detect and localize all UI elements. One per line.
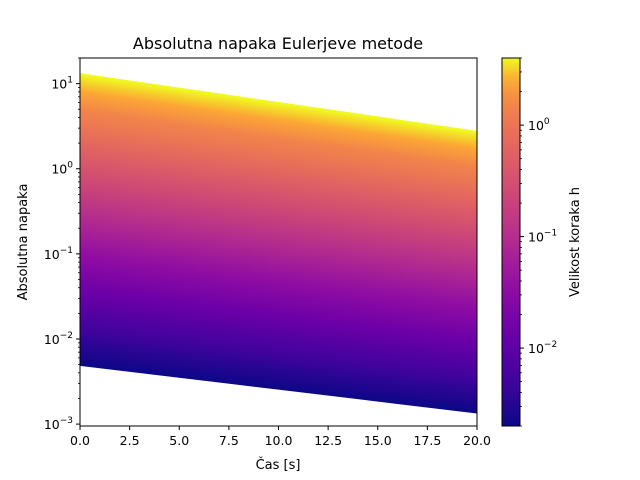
y-tick-label: 10−1 — [44, 246, 73, 262]
colorbar-tick-label: 100 — [528, 117, 550, 133]
colorbar-tick-label: 10−1 — [528, 229, 557, 245]
plot-series-group — [80, 73, 477, 414]
x-tick-label: 0.0 — [70, 433, 90, 448]
x-tick-label: 5.0 — [169, 433, 189, 448]
chart-title: Absolutna napaka Eulerjeve metode — [133, 34, 423, 53]
y-axis-label: Absolutna napaka — [16, 184, 31, 301]
x-axis: 0.0 2.5 5.0 7.5 10.0 12.5 15.0 17.5 20.0 — [70, 426, 491, 448]
series-line — [80, 73, 477, 133]
colorbar — [501, 57, 521, 427]
colorbar-axis: 10−2 10−1 100 — [520, 57, 557, 427]
y-tick-label: 10−2 — [44, 331, 73, 347]
x-axis-label: Čas [s] — [256, 457, 301, 473]
colorbar-label: Velikost koraka h — [568, 187, 583, 297]
x-tick-label: 7.5 — [219, 433, 239, 448]
y-tick-label: 100 — [51, 161, 73, 177]
colorbar-tick-label: 10−2 — [528, 340, 557, 356]
x-tick-label: 17.5 — [413, 433, 441, 448]
y-tick-label: 10−3 — [44, 416, 73, 432]
x-tick-label: 15.0 — [364, 433, 392, 448]
x-tick-label: 10.0 — [265, 433, 293, 448]
x-tick-label: 12.5 — [314, 433, 342, 448]
y-axis: 10−3 10−2 10−1 100 101 — [44, 57, 80, 432]
x-tick-label: 20.0 — [463, 433, 491, 448]
x-tick-label: 2.5 — [120, 433, 140, 448]
y-tick-label: 101 — [51, 76, 73, 92]
